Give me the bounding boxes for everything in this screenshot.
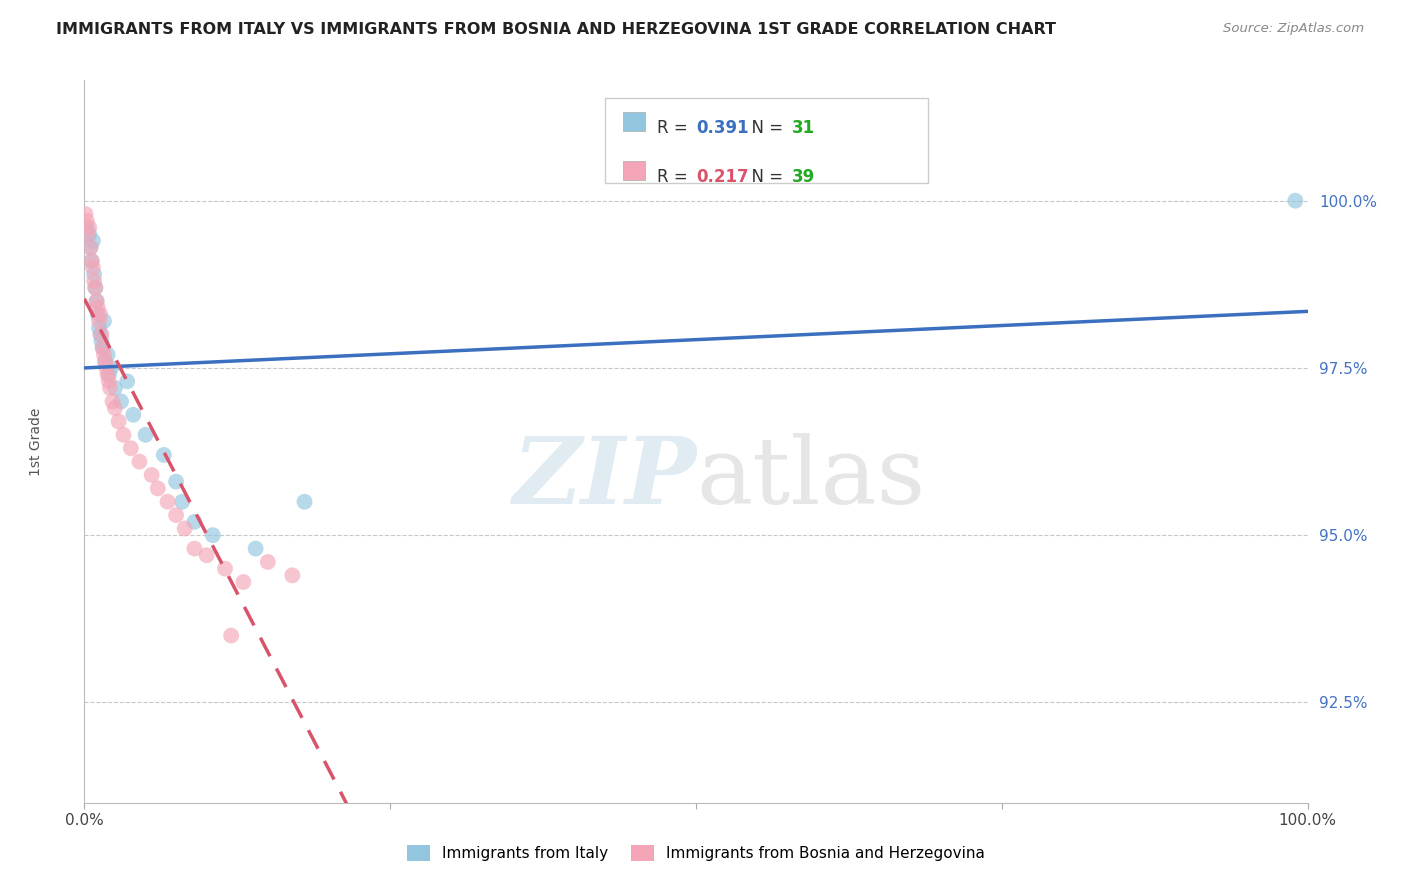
Point [172, 494, 194, 508]
Point [76, 213, 98, 227]
Point [91, 341, 114, 355]
Text: R =: R = [657, 168, 693, 186]
Point [80, 253, 103, 268]
Point [89, 327, 111, 342]
Point [80, 253, 103, 268]
Point [112, 427, 135, 442]
Text: 31: 31 [792, 119, 814, 136]
Point [97, 347, 120, 361]
Point [84, 280, 107, 294]
Point [294, 494, 316, 508]
Point [89, 308, 111, 322]
Point [97, 368, 120, 382]
Point [86, 293, 108, 308]
Point [94, 354, 117, 368]
Text: N =: N = [741, 119, 789, 136]
Point [165, 508, 187, 523]
Point [96, 360, 118, 375]
Point [115, 374, 138, 388]
Point [83, 267, 105, 281]
Legend: Immigrants from Italy, Immigrants from Bosnia and Herzegovina: Immigrants from Italy, Immigrants from B… [401, 839, 991, 867]
Text: Source: ZipAtlas.com: Source: ZipAtlas.com [1223, 22, 1364, 36]
Point [77, 227, 100, 241]
Point [219, 629, 242, 643]
Point [93, 314, 115, 328]
Point [83, 274, 105, 288]
Text: N =: N = [741, 168, 789, 186]
Point [245, 541, 267, 556]
Point [93, 347, 115, 361]
Point [141, 467, 163, 482]
Point [77, 227, 100, 241]
Point [82, 234, 104, 248]
Point [1284, 194, 1306, 208]
Point [146, 481, 169, 495]
Text: ZIP: ZIP [512, 433, 696, 523]
Point [135, 427, 157, 442]
Text: R =: R = [657, 119, 693, 136]
Point [87, 308, 110, 322]
Point [100, 360, 122, 375]
Point [173, 522, 195, 536]
Point [101, 394, 124, 409]
Point [98, 381, 121, 395]
Point [232, 574, 254, 589]
Point [183, 515, 205, 529]
Text: 0.217: 0.217 [696, 168, 748, 186]
Point [104, 401, 127, 415]
Point [120, 441, 142, 455]
Text: 39: 39 [792, 168, 815, 186]
Point [104, 381, 127, 395]
Point [87, 321, 110, 335]
Point [91, 341, 114, 355]
Point [128, 454, 150, 468]
Point [201, 528, 224, 542]
Point [122, 408, 145, 422]
Point [110, 394, 132, 409]
Text: 0.391: 0.391 [696, 119, 748, 136]
Point [153, 448, 176, 462]
Y-axis label: 1st Grade: 1st Grade [28, 408, 42, 475]
Point [77, 220, 100, 235]
Point [90, 334, 112, 348]
Point [90, 327, 112, 342]
Point [82, 260, 104, 275]
Point [214, 561, 236, 575]
Point [97, 368, 120, 382]
Point [107, 414, 129, 428]
Point [97, 374, 120, 388]
Text: atlas: atlas [696, 433, 925, 523]
Point [79, 240, 101, 254]
Text: IMMIGRANTS FROM ITALY VS IMMIGRANTS FROM BOSNIA AND HERZEGOVINA 1ST GRADE CORREL: IMMIGRANTS FROM ITALY VS IMMIGRANTS FROM… [56, 22, 1056, 37]
Point [86, 293, 108, 308]
Point [195, 548, 218, 562]
Point [87, 301, 110, 315]
Point [94, 354, 117, 368]
Point [257, 555, 280, 569]
Point [156, 494, 179, 508]
Point [76, 220, 98, 235]
Point [165, 475, 187, 489]
Point [87, 314, 110, 328]
Point [75, 207, 97, 221]
Point [84, 280, 107, 294]
Point [183, 541, 205, 556]
Point [79, 240, 101, 254]
Point [281, 568, 304, 582]
